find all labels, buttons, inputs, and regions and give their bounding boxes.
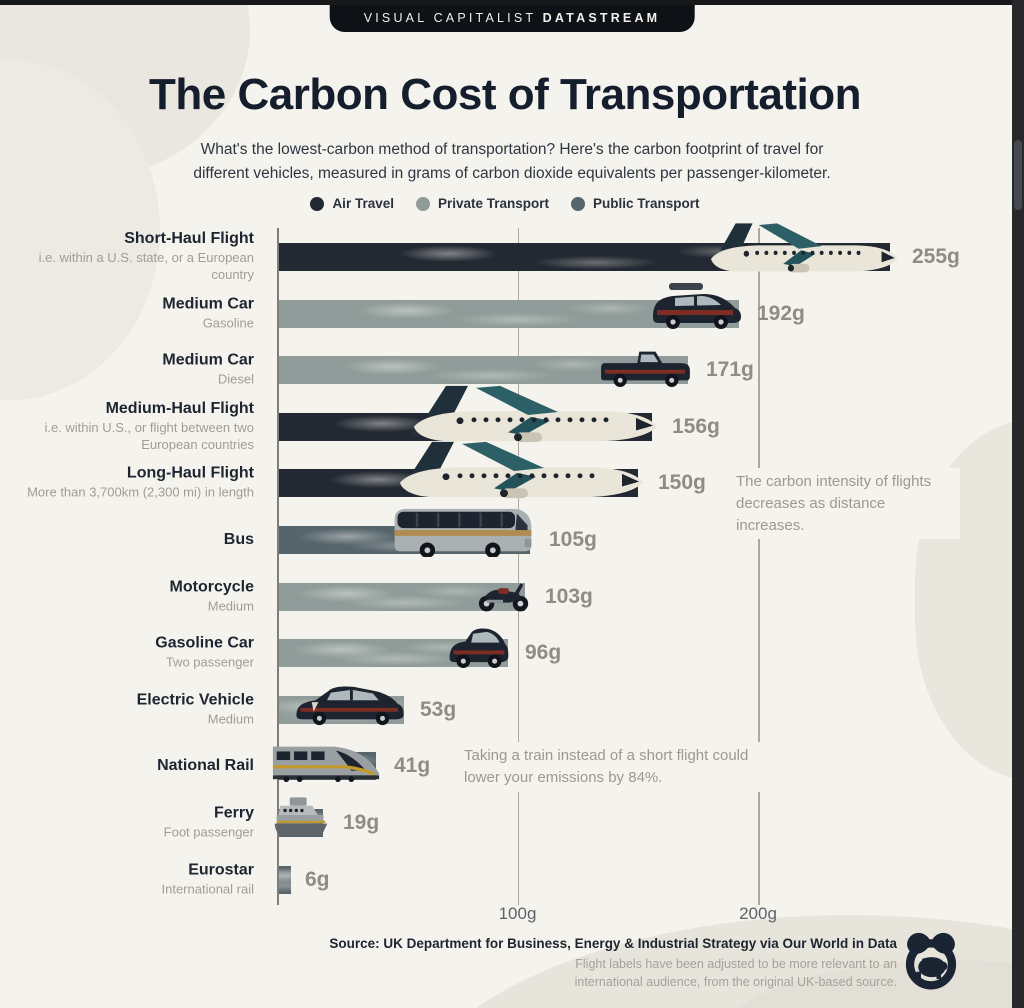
category-label: Electric Vehicle	[136, 691, 254, 709]
row-label-9: National Rail	[19, 757, 254, 775]
row-label-8: Electric Vehicle Medium	[19, 691, 254, 728]
category-sublabel: Foot passenger	[163, 824, 254, 840]
legend-label: Private Transport	[437, 196, 550, 211]
page-subtitle: What's the lowest-carbon method of trans…	[193, 141, 831, 183]
category-label: Short-Haul Flight	[124, 230, 254, 248]
source-line: Source: UK Department for Business, Ener…	[329, 936, 897, 951]
category-label: Medium-Haul Flight	[105, 400, 254, 418]
window-top-edge	[0, 0, 1024, 5]
brand-name: VISUAL CAPITALIST	[363, 11, 543, 25]
row-label-3: Medium-Haul Flight i.e. within U.S., or f…	[19, 400, 254, 454]
gridline-100g	[517, 228, 519, 905]
legend-item-public: Public Transport	[571, 196, 700, 211]
row-label-1: Medium Car Gasoline	[19, 295, 254, 332]
bar-value-10: 19g	[343, 811, 380, 834]
category-sublabel: Gasoline	[202, 315, 254, 331]
bar-value-1: 192g	[757, 302, 805, 325]
bar-value-11: 6g	[305, 868, 330, 891]
legend-dot-icon	[415, 196, 430, 211]
legend: Air Travel Private Transport Public Transp…	[0, 196, 1010, 211]
legend-label: Air Travel	[332, 196, 394, 211]
bar-value-6: 103g	[545, 585, 593, 608]
axis-tick-label: 200g	[739, 904, 777, 923]
bar-value-8: 53g	[420, 698, 457, 721]
row-label-11: Eurostar International rail	[19, 861, 255, 898]
category-label: Medium Car	[162, 295, 254, 313]
small-car-icon	[443, 625, 513, 675]
row-label-10: Ferry Foot passenger	[19, 804, 254, 841]
y-axis-line	[277, 228, 279, 905]
bar-value-0: 255g	[912, 245, 960, 268]
bar-value-2: 171g	[706, 358, 754, 381]
category-sublabel: International rail	[161, 881, 255, 897]
category-label: National Rail	[157, 756, 254, 774]
annotation-flight-intensity: The carbon intensity of flights decrease…	[730, 468, 960, 540]
axis-tick-label: 100g	[498, 904, 537, 923]
bus-icon	[389, 505, 537, 562]
airplane-icon	[708, 220, 900, 279]
row-label-7: Gasoline Car Two passenger	[19, 634, 254, 671]
row-label-5: Bus	[19, 531, 254, 549]
category-label: Eurostar	[188, 861, 254, 879]
category-sublabel: More than 3,700km (2,300 mi) in length	[27, 484, 254, 500]
bar-value-3: 156g	[672, 415, 720, 438]
category-sublabel: Medium	[207, 711, 254, 727]
source-attribution: Source: UK Department for Business, Ener…	[329, 936, 897, 991]
row-label-2: Medium Car Diesel	[19, 351, 254, 388]
row-label-4: Long-Haul Flight More than 3,700km (2,300…	[19, 464, 254, 501]
category-sublabel: Two passenger	[165, 654, 254, 670]
scrollbar-thumb[interactable]	[1014, 140, 1022, 210]
category-label: Bus	[223, 530, 254, 548]
category-sublabel: i.e. within a U.S. state, or a European …	[38, 250, 254, 283]
legend-item-private: Private Transport	[415, 196, 550, 211]
category-sublabel: Diesel	[217, 371, 254, 387]
airplane-icon	[396, 438, 646, 505]
annotation-train-savings: Taking a train instead of a short flight…	[458, 742, 770, 792]
legend-dot-icon	[310, 196, 325, 211]
category-label: Long-Haul Flight	[126, 464, 254, 482]
bar-value-5: 105g	[549, 528, 597, 551]
bar-11	[277, 866, 291, 894]
train-icon	[270, 739, 382, 788]
row-label-0: Short-Haul Flight i.e. within a U.S. stat…	[19, 230, 254, 284]
category-label: Motorcycle	[169, 578, 254, 596]
category-label: Medium Car	[162, 351, 254, 369]
bar-value-4: 150g	[658, 471, 706, 494]
page-title: The Carbon Cost of Transportation	[149, 70, 861, 119]
bar-value-9: 41g	[394, 754, 431, 777]
legend-item-air: Air Travel	[310, 196, 394, 211]
gridline-200g	[758, 228, 760, 905]
scrollbar-track[interactable]	[1012, 0, 1024, 1008]
source-note: Flight labels have been adjusted to be m…	[574, 957, 897, 990]
row-label-6: Motorcycle Medium	[19, 578, 254, 615]
minivan-icon	[645, 281, 745, 336]
airplane-icon	[410, 382, 660, 449]
category-sublabel: i.e. within U.S., or flight between two …	[44, 420, 254, 453]
category-label: Ferry	[213, 804, 254, 822]
legend-dot-icon	[571, 196, 586, 211]
motorcycle-icon	[475, 572, 533, 619]
bar-value-7: 96g	[525, 641, 562, 664]
product-name: DATASTREAM	[542, 11, 661, 25]
category-label: Gasoline Car	[155, 634, 254, 652]
ferry-icon	[271, 794, 331, 845]
category-sublabel: Medium	[207, 598, 254, 614]
electric-car-icon	[292, 683, 408, 732]
visual-capitalist-logo	[900, 926, 962, 995]
pickup-truck-icon	[596, 345, 694, 392]
legend-label: Public Transport	[593, 196, 700, 211]
brand-banner: VISUAL CAPITALIST DATASTREAM	[329, 5, 695, 32]
